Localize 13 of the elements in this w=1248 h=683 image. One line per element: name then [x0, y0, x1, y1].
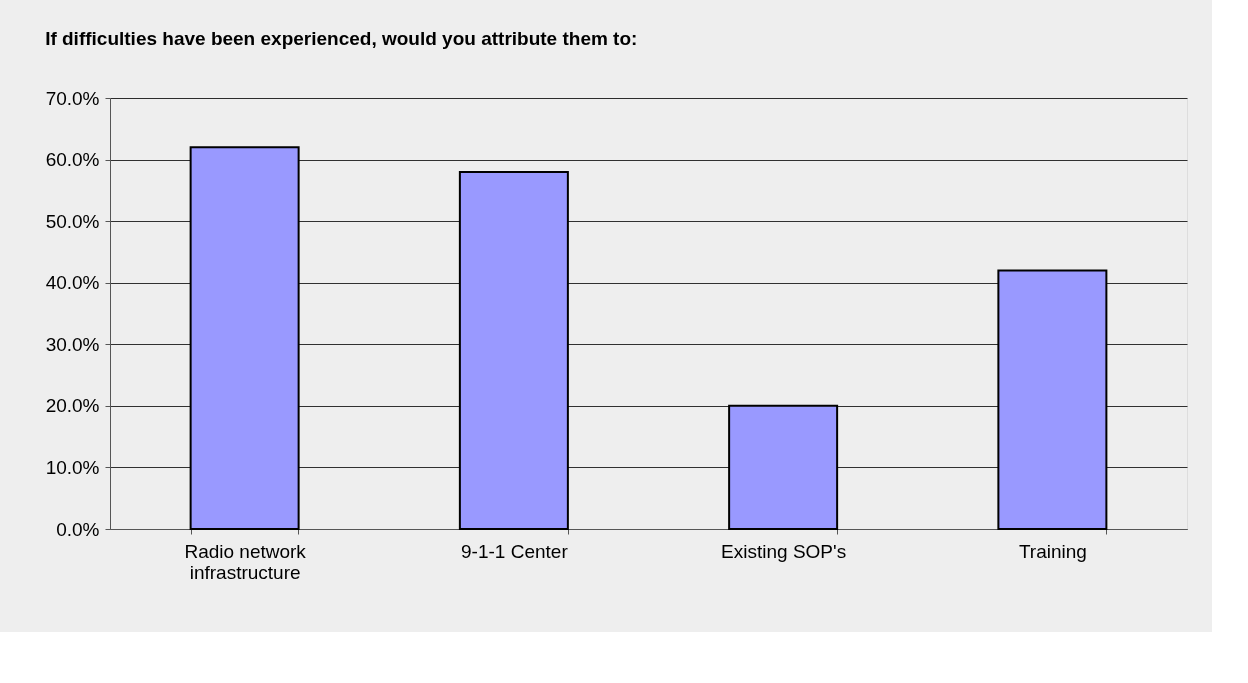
y-tick-label: 50.0%	[45, 210, 100, 232]
x-tick-label: Existing SOP's	[721, 540, 847, 562]
x-tick-label: Training	[1018, 540, 1087, 562]
x-tick-label: 9-1-1 Center	[461, 540, 569, 562]
y-tick-label: 10.0%	[45, 456, 100, 478]
y-tick-label: 70.0%	[45, 87, 100, 109]
y-tick-label: 60.0%	[45, 149, 100, 171]
chart-title: If difficulties have been experienced, would you attribute them to:	[45, 28, 638, 49]
y-tick-label: 40.0%	[45, 272, 100, 294]
y-tick-label: 0.0%	[56, 518, 100, 540]
y-tick-label: 20.0%	[45, 395, 100, 417]
y-tick-label: 30.0%	[45, 333, 100, 355]
x-tick-label: Radio network infrastructure	[184, 540, 307, 583]
